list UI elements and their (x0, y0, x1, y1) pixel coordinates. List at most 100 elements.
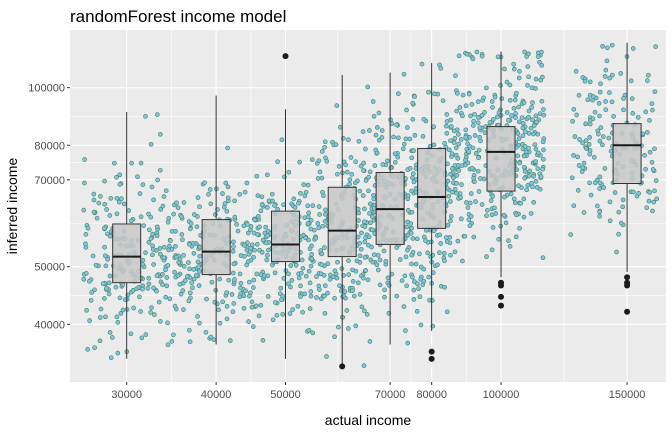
data-point (587, 180, 592, 186)
data-point (514, 212, 519, 218)
data-point (472, 111, 477, 117)
data-point (272, 300, 278, 305)
data-point (190, 240, 196, 246)
data-point (241, 305, 247, 311)
data-point (377, 282, 383, 288)
data-point (261, 273, 267, 278)
data-point (376, 110, 382, 116)
data-point (590, 94, 596, 99)
outlier-point (498, 279, 505, 286)
data-point (345, 326, 351, 331)
data-point (448, 138, 453, 144)
data-point (405, 193, 411, 198)
data-point (225, 195, 231, 201)
box-iqr (612, 123, 642, 185)
data-point (112, 160, 117, 166)
data-point (254, 173, 260, 179)
data-point (169, 339, 175, 344)
data-point (275, 159, 280, 165)
data-point (597, 213, 602, 219)
data-point (197, 253, 203, 259)
data-point (158, 319, 163, 324)
data-point (571, 106, 577, 112)
data-point (348, 155, 354, 160)
data-point (405, 219, 410, 225)
data-point (266, 247, 271, 253)
data-point (230, 248, 236, 254)
data-point (446, 147, 452, 153)
data-point (146, 281, 152, 287)
data-point (148, 236, 154, 241)
data-point (107, 330, 113, 335)
data-point (319, 175, 325, 181)
data-point (108, 195, 114, 201)
data-point (476, 189, 482, 194)
data-point (362, 206, 367, 212)
data-point (528, 211, 534, 216)
data-point (209, 279, 215, 285)
data-point (444, 309, 450, 315)
data-point (537, 111, 543, 117)
data-point (576, 163, 582, 168)
data-point (256, 313, 262, 319)
data-point (397, 257, 403, 262)
data-point (402, 273, 408, 279)
data-point (471, 175, 476, 181)
data-point (607, 75, 612, 81)
data-point (116, 199, 122, 205)
data-point (102, 244, 107, 250)
data-point (152, 312, 157, 317)
data-point (150, 231, 155, 237)
data-point (511, 196, 517, 202)
data-point (265, 172, 270, 178)
data-point (231, 261, 237, 267)
data-point (298, 190, 303, 196)
data-point (217, 320, 223, 326)
data-point (140, 257, 146, 263)
chart-title: randomForest income model (70, 7, 286, 26)
data-point (642, 153, 647, 158)
data-point (488, 198, 494, 203)
data-point (296, 275, 302, 281)
data-point (530, 100, 535, 105)
data-point (438, 241, 444, 246)
data-point (363, 268, 369, 273)
data-point (512, 97, 518, 103)
data-point (225, 184, 231, 190)
data-point (394, 293, 400, 299)
data-point (410, 175, 415, 181)
data-point (474, 49, 480, 55)
data-point (420, 133, 426, 139)
data-point (121, 201, 127, 207)
data-point (323, 207, 328, 213)
data-point (507, 98, 513, 103)
data-point (120, 282, 126, 287)
data-point (403, 254, 409, 260)
boxplot-group (486, 51, 516, 309)
data-point (248, 245, 253, 251)
data-point (535, 54, 541, 59)
data-point (191, 250, 197, 256)
data-point (532, 142, 538, 148)
data-point (463, 103, 469, 109)
data-point (649, 101, 655, 107)
data-point (334, 275, 340, 281)
data-point (382, 294, 387, 300)
data-point (458, 137, 464, 142)
data-point (431, 142, 437, 148)
data-point (197, 204, 202, 210)
data-point (154, 224, 160, 230)
data-point (356, 210, 361, 216)
data-point (231, 239, 236, 245)
data-point (536, 150, 541, 156)
data-point (179, 232, 185, 237)
data-point (128, 331, 134, 337)
data-point (588, 192, 594, 198)
data-point (357, 291, 363, 297)
data-point (224, 290, 230, 296)
data-point (237, 192, 243, 197)
data-point (366, 242, 371, 248)
data-point (466, 91, 472, 97)
data-point (168, 238, 173, 243)
